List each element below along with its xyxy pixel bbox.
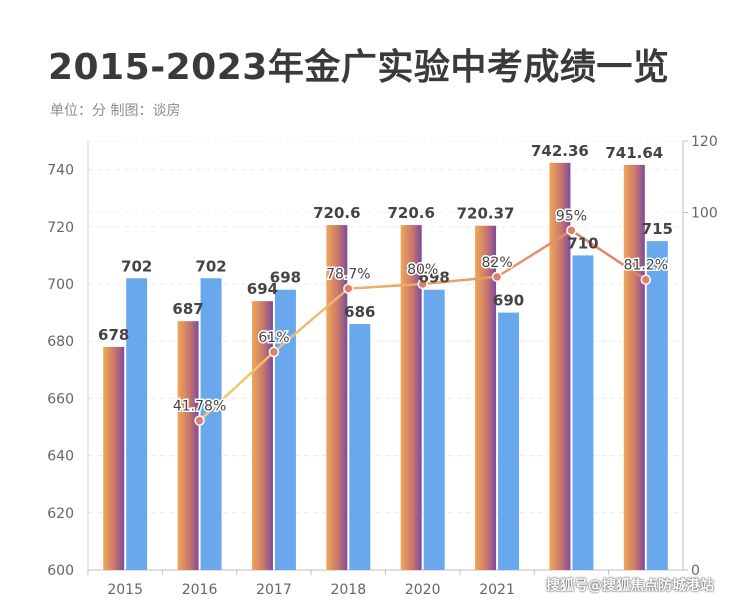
bar-value-label: 741.64	[605, 144, 663, 162]
rate-label: 80%	[407, 262, 438, 278]
rate-label: 81.2%	[624, 258, 668, 274]
bar-value-label: 698	[270, 269, 301, 287]
y2-tick-label: 120	[691, 134, 718, 150]
rate-point	[417, 278, 428, 290]
y-tick-label: 640	[47, 449, 74, 465]
y2-tick-label: 100	[691, 206, 718, 222]
bar-value-label: 690	[493, 292, 524, 310]
rate-point	[491, 271, 503, 283]
y-tick-label: 660	[47, 391, 74, 407]
x-tick-label: 2021	[479, 582, 515, 598]
bar-gradient	[549, 162, 571, 570]
bar-value-label: 702	[121, 257, 152, 275]
y2-tick-label: 0	[691, 563, 700, 579]
bar-blue	[126, 278, 148, 570]
bar-blue	[200, 278, 222, 570]
bar-gradient	[623, 164, 645, 570]
bar-value-label: 720.37	[457, 205, 515, 223]
y-tick-label: 740	[47, 163, 74, 179]
y-tick-label: 720	[47, 220, 74, 236]
bar-value-label: 694	[247, 280, 278, 298]
bar-gradient	[475, 225, 497, 570]
rate-point	[640, 274, 652, 285]
x-tick-label: 2020	[405, 582, 441, 598]
x-tick-label: 2015	[107, 582, 143, 598]
rate-label: 41.78%	[173, 399, 226, 415]
bar-value-label: 698	[419, 269, 450, 287]
watermark: 搜狐号@搜狐焦点防城港站	[546, 578, 714, 594]
bar-value-label: 710	[567, 234, 598, 252]
rate-point	[268, 346, 280, 358]
bar-value-label: 687	[172, 300, 203, 318]
y-tick-label: 600	[47, 563, 74, 579]
x-tick-label: 2017	[256, 582, 292, 598]
bar-blue	[423, 289, 445, 570]
bar-gradient	[103, 346, 125, 570]
y-tick-label: 620	[47, 506, 74, 522]
bar-value-label: 720.6	[387, 204, 434, 222]
bar-value-label: 702	[195, 257, 226, 275]
bar-value-label: 678	[98, 326, 129, 344]
rate-label: 82%	[482, 255, 513, 271]
chart-subtitle: 单位：分 制图：谈房	[50, 103, 181, 119]
rate-point	[566, 225, 577, 236]
bar-value-label: 742.36	[531, 142, 589, 160]
bar-blue	[349, 324, 371, 570]
bar-blue	[498, 312, 520, 570]
bar-value-label: 686	[344, 303, 375, 321]
rate-label: 78.7%	[326, 267, 370, 283]
bar-value-label: 715	[642, 220, 673, 238]
bar-gradient	[400, 225, 422, 571]
y-tick-label: 680	[47, 334, 74, 350]
bar-blue	[572, 255, 594, 570]
bar-blue	[274, 289, 296, 570]
bar-gradient	[326, 225, 348, 571]
rate-point	[194, 415, 205, 426]
y-tick-label: 700	[47, 277, 74, 293]
bar-blue	[646, 241, 668, 570]
rate-label: 95%	[556, 208, 587, 224]
bar-gradient	[177, 321, 199, 570]
rate-point	[343, 283, 354, 294]
chart-title: 2015-2023年金广实验中考成绩一览	[48, 47, 670, 88]
x-tick-label: 2018	[330, 582, 366, 598]
x-tick-label: 2016	[182, 582, 218, 598]
bar-value-label: 720.6	[313, 204, 360, 222]
rate-label: 61%	[258, 330, 289, 346]
